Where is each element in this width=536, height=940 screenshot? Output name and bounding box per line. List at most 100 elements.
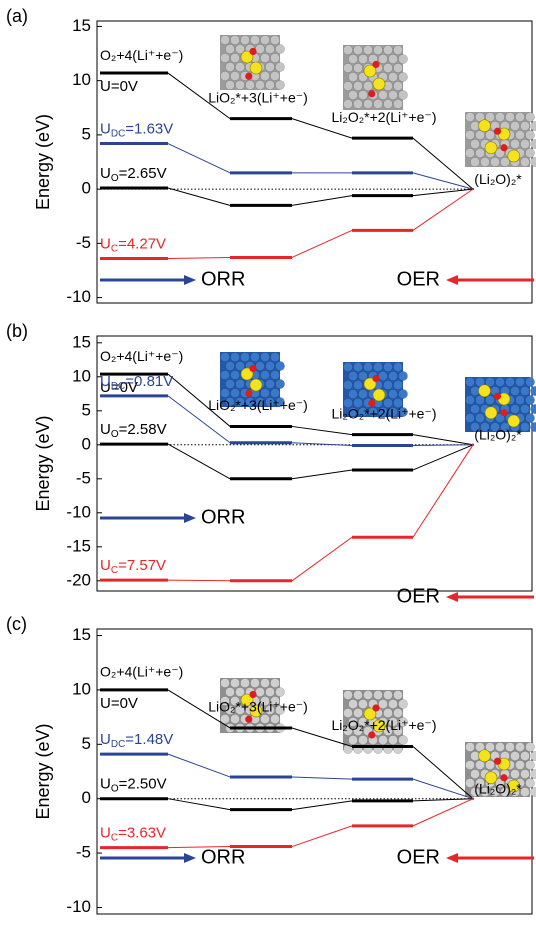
inset-o-atom	[245, 73, 252, 80]
orr-label: ORR	[201, 268, 245, 290]
y-tick-label: 5	[82, 124, 91, 143]
inset-atom	[348, 699, 357, 708]
orr-arrow-head	[184, 275, 196, 285]
inset-atom	[270, 370, 279, 379]
inset-atom	[378, 90, 387, 99]
inset-atom	[353, 99, 362, 108]
inset-atom	[220, 53, 229, 62]
inset-atom	[260, 71, 269, 80]
inset-atom	[235, 62, 244, 71]
inset-atom	[525, 760, 534, 769]
inset-atom	[255, 80, 264, 89]
state-label: LiO₂*+3(Li⁺+e⁻)	[208, 397, 308, 413]
series-label-symbol: U	[100, 825, 111, 842]
inset-atom	[373, 362, 382, 371]
level-connector	[413, 189, 473, 196]
inset-atom	[343, 81, 352, 90]
inset-atom	[525, 778, 534, 787]
inset-li-atom	[250, 62, 262, 74]
figure: (a)Energy (eV)-10-5051015U=0VUDC=1.63VUO…	[0, 0, 536, 940]
inset-atom	[230, 370, 239, 379]
y-tick-label: 15	[72, 625, 91, 644]
inset-atom	[260, 370, 269, 379]
series-label: UO=2.65V	[100, 165, 167, 184]
inset-atom	[510, 751, 519, 760]
inset-atom	[363, 45, 372, 54]
inset-atom	[475, 148, 484, 157]
inset-atom	[465, 413, 474, 422]
inset-atom	[230, 678, 239, 687]
inset-atom	[520, 157, 529, 166]
level-connector	[168, 144, 230, 173]
orr-label: ORR	[201, 846, 245, 868]
series-label: UDC=0.81V	[100, 373, 173, 392]
inset-atom	[255, 361, 264, 370]
inset-atom	[530, 769, 536, 778]
inset-atom	[525, 413, 534, 422]
inset-li-atom	[485, 407, 497, 419]
inset-o-atom	[245, 716, 252, 723]
inset-atom	[230, 71, 239, 80]
inset-atom	[353, 45, 362, 54]
inset-atom	[388, 72, 397, 81]
inset-atom	[530, 751, 536, 760]
series-label-value: =7.57V	[118, 557, 166, 574]
state-label: (Li₂O)₂*	[474, 780, 522, 796]
inset-atom	[348, 72, 357, 81]
series-label-symbol: U	[100, 121, 111, 138]
inset-o-atom	[249, 48, 256, 55]
state-label: LiO₂*+3(Li⁺+e⁻)	[208, 699, 308, 715]
inset-atom	[358, 54, 367, 63]
inset-atom	[270, 71, 279, 80]
state-label: Li₂O₂*+2(Li⁺+e⁻)	[331, 717, 436, 733]
inset-atom	[530, 787, 536, 796]
inset-atom	[275, 687, 284, 696]
inset-atom	[530, 404, 536, 413]
series-label: UC=4.27V	[100, 235, 166, 254]
state-label: O₂+4(Li⁺+e⁻)	[100, 348, 183, 364]
inset-atom	[270, 352, 279, 361]
series-label-symbol: U	[100, 731, 111, 748]
inset-atom	[470, 769, 479, 778]
series-label-subscript: DC	[111, 128, 125, 139]
inset-atom	[265, 379, 274, 388]
panel-label: (c)	[6, 614, 27, 634]
inset-atom	[393, 81, 402, 90]
inset-o-atom	[494, 758, 501, 765]
inset-atom	[505, 112, 514, 121]
y-tick-label: 10	[72, 70, 91, 89]
series-label-value: =2.58V	[119, 421, 167, 438]
inset-atom	[510, 386, 519, 395]
state-label: LiO₂*+3(Li⁺+e⁻)	[208, 89, 308, 105]
inset-atom	[515, 112, 524, 121]
inset-o-atom	[368, 90, 375, 97]
inset-atom	[520, 386, 529, 395]
level-connector	[413, 435, 473, 445]
y-tick-label: -5	[76, 843, 91, 862]
inset-atom	[495, 112, 504, 121]
series-label: UC=7.57V	[100, 557, 166, 576]
y-tick-label: 10	[72, 366, 91, 385]
inset-atom	[265, 80, 274, 89]
inset-atom	[363, 690, 372, 699]
inset-atom	[230, 35, 239, 44]
inset-o-atom	[249, 365, 256, 372]
inset-atom	[260, 35, 269, 44]
inset-atom	[525, 130, 534, 139]
inset-atom	[358, 735, 367, 744]
series-label: UDC=1.63V	[100, 121, 173, 140]
inset-atom	[225, 80, 234, 89]
inset-atom	[358, 90, 367, 99]
inset-atom	[470, 157, 479, 166]
inset-atom	[515, 377, 524, 386]
inset-atom	[225, 62, 234, 71]
inset-atom	[465, 742, 474, 751]
inset-atom	[250, 678, 259, 687]
inset-atom	[270, 714, 279, 723]
series-label: UC=3.63V	[100, 825, 166, 844]
series-label-subscript: DC	[111, 380, 125, 391]
series-label-subscript: C	[111, 565, 118, 576]
inset-atom	[510, 404, 519, 413]
orr-arrow-head	[184, 513, 196, 523]
inset-atom	[393, 690, 402, 699]
